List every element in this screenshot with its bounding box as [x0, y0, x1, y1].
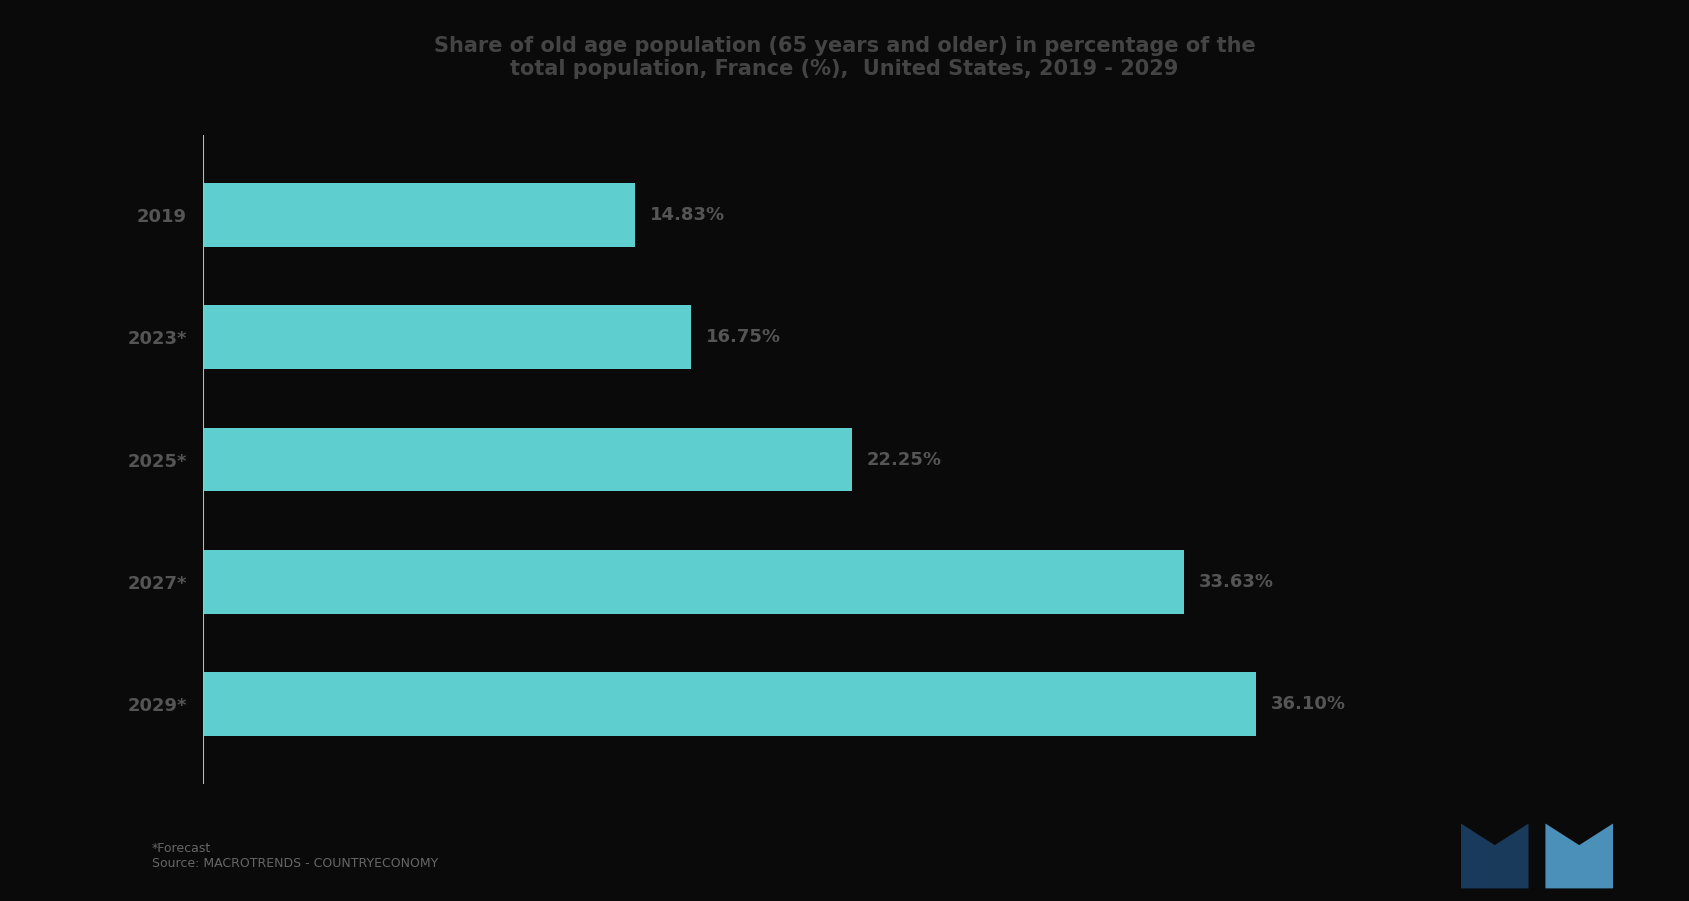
Bar	[203, 305, 691, 369]
Text: 36.10%: 36.10%	[1270, 696, 1346, 714]
Bar	[203, 183, 635, 247]
Polygon shape	[1461, 824, 1529, 888]
Text: Share of old age population (65 years and older) in percentage of the
total popu: Share of old age population (65 years an…	[434, 36, 1255, 79]
Text: 33.63%: 33.63%	[1199, 573, 1274, 591]
Bar	[203, 551, 1184, 614]
Text: 16.75%: 16.75%	[706, 328, 780, 346]
Text: 22.25%: 22.25%	[866, 450, 941, 469]
Bar	[203, 428, 851, 491]
Bar	[203, 672, 1257, 736]
Text: *Forecast
Source: MACROTRENDS - COUNTRYECONOMY: *Forecast Source: MACROTRENDS - COUNTRYE…	[152, 842, 437, 870]
Polygon shape	[1545, 824, 1613, 888]
Text: 14.83%: 14.83%	[650, 205, 725, 223]
